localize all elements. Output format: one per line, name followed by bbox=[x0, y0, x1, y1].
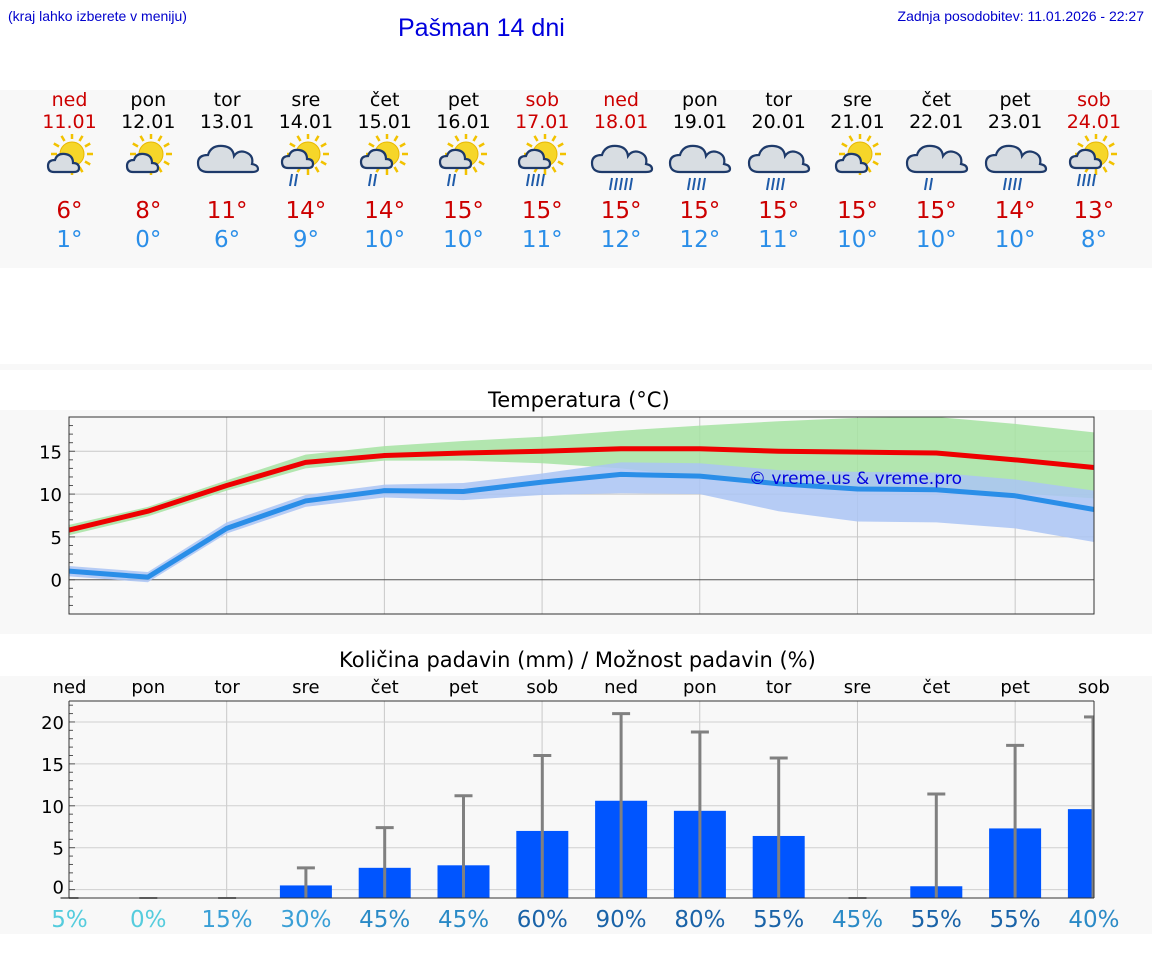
cloud-light-rain-icon bbox=[897, 134, 976, 192]
day-name: ned bbox=[603, 89, 639, 111]
day-name: ned bbox=[51, 89, 88, 111]
day-date: 13.01 bbox=[199, 111, 255, 133]
precip-chart-title: Količina padavin (mm) / Možnost padavin … bbox=[339, 648, 816, 672]
sun-cloud-icon bbox=[109, 133, 188, 192]
temp-max: 13° bbox=[1073, 198, 1115, 224]
temp-min: 9° bbox=[292, 227, 319, 253]
temp-min: 10° bbox=[364, 227, 406, 253]
cloud-rain-icon bbox=[660, 134, 739, 192]
temp-min: 10° bbox=[443, 227, 484, 253]
page-title: Pašman 14 dni bbox=[398, 14, 565, 42]
cloud-heavy-rain-icon bbox=[582, 134, 661, 192]
temp-min: 12° bbox=[679, 227, 721, 253]
day-name: čet bbox=[921, 89, 952, 111]
day-date: 23.01 bbox=[987, 111, 1043, 133]
temp-min: 10° bbox=[915, 227, 957, 253]
day-date: 20.01 bbox=[751, 111, 806, 133]
temp-band bbox=[0, 410, 1152, 634]
temp-min: 11° bbox=[758, 227, 800, 253]
temp-min: 1° bbox=[56, 227, 83, 253]
temp-max: 15° bbox=[915, 198, 957, 224]
temp-max: 15° bbox=[443, 198, 484, 224]
temp-chart-title: Temperatura (°C) bbox=[488, 388, 670, 412]
temp-max: 15° bbox=[679, 198, 721, 224]
sun-cloud-rain-icon bbox=[503, 133, 582, 192]
temp-min: 10° bbox=[994, 227, 1036, 253]
day-name: tor bbox=[213, 89, 241, 111]
day-name: sob bbox=[525, 89, 560, 111]
day-date: 14.01 bbox=[278, 111, 334, 133]
temp-max: 8° bbox=[135, 198, 162, 224]
day-date: 11.01 bbox=[42, 111, 97, 133]
temp-min: 0° bbox=[135, 227, 162, 253]
temp-max: 15° bbox=[521, 198, 563, 224]
temp-max: 11° bbox=[206, 198, 248, 224]
day-date: 16.01 bbox=[436, 111, 491, 133]
day-date: 19.01 bbox=[672, 111, 728, 133]
sun-cloud-light-rain-icon bbox=[345, 133, 424, 192]
temp-max: 6° bbox=[56, 198, 83, 224]
sun-cloud-light-rain-icon bbox=[266, 133, 345, 192]
day-date: 24.01 bbox=[1066, 111, 1122, 133]
cloud-rain-icon bbox=[976, 134, 1055, 192]
last-updated: Zadnja posodobitev: 11.01.2026 - 22:27 bbox=[897, 8, 1144, 24]
day-name: pet bbox=[447, 89, 480, 111]
cloud-icon bbox=[188, 134, 267, 192]
cloud-rain-icon bbox=[739, 134, 818, 192]
precip-band bbox=[0, 676, 1152, 934]
temp-max: 14° bbox=[285, 198, 327, 224]
day-name: sre bbox=[843, 89, 872, 111]
temp-min: 11° bbox=[521, 227, 563, 253]
forecast-band bbox=[0, 90, 1152, 268]
temp-min: 8° bbox=[1080, 227, 1107, 253]
day-name: sre bbox=[291, 89, 321, 111]
divider-band bbox=[0, 364, 1152, 370]
temp-max: 15° bbox=[600, 198, 642, 224]
day-date: 18.01 bbox=[593, 111, 649, 133]
day-date: 17.01 bbox=[515, 111, 570, 133]
location-hint: (kraj lahko izberete v meniju) bbox=[8, 8, 187, 24]
sun-cloud-icon bbox=[30, 133, 109, 192]
day-date: 22.01 bbox=[909, 111, 964, 133]
day-date: 21.01 bbox=[830, 111, 885, 133]
temp-min: 12° bbox=[600, 227, 642, 253]
day-date: 12.01 bbox=[121, 111, 176, 133]
day-name: tor bbox=[765, 89, 793, 111]
temp-max: 15° bbox=[837, 198, 878, 224]
sun-cloud-light-rain-icon bbox=[424, 133, 503, 192]
day-name: pon bbox=[130, 89, 167, 111]
day-name: čet bbox=[369, 89, 400, 111]
temp-min: 6° bbox=[214, 227, 241, 253]
sun-cloud-rain-icon bbox=[1054, 133, 1133, 192]
temp-max: 14° bbox=[364, 198, 406, 224]
day-name: pet bbox=[999, 89, 1031, 111]
temp-max: 14° bbox=[994, 198, 1036, 224]
temp-max: 15° bbox=[758, 198, 800, 224]
temp-min: 10° bbox=[837, 227, 878, 253]
day-name: pon bbox=[682, 89, 718, 111]
day-name: sob bbox=[1077, 89, 1111, 111]
day-date: 15.01 bbox=[357, 111, 412, 133]
sun-cloud-icon bbox=[818, 133, 897, 192]
